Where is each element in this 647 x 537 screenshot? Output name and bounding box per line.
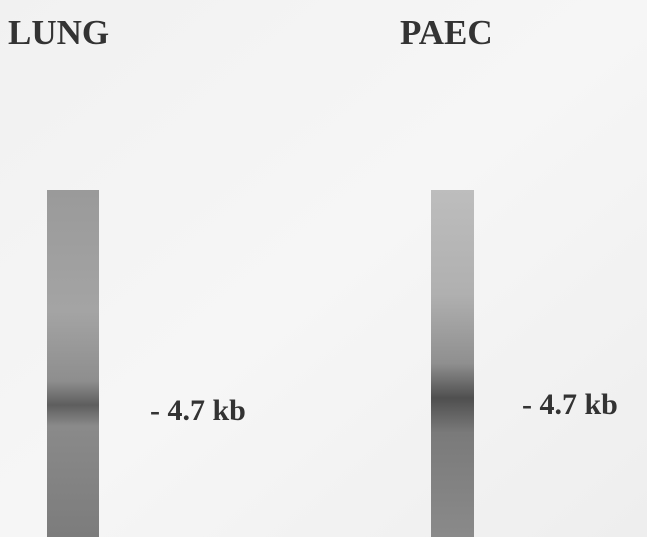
lane: [431, 190, 474, 537]
lane-title: LUNG: [8, 13, 109, 52]
blot-image: LUNG PAEC - 4.7 kb - 4.7 kb: [0, 0, 647, 537]
band-label: - 4.7 kb: [150, 394, 246, 427]
lane-title: PAEC: [400, 13, 493, 52]
band-label: - 4.7 kb: [522, 388, 618, 421]
lane: [47, 190, 99, 537]
page: {"panels": [ {"title": "LUNG", "band_lab…: [0, 0, 647, 537]
